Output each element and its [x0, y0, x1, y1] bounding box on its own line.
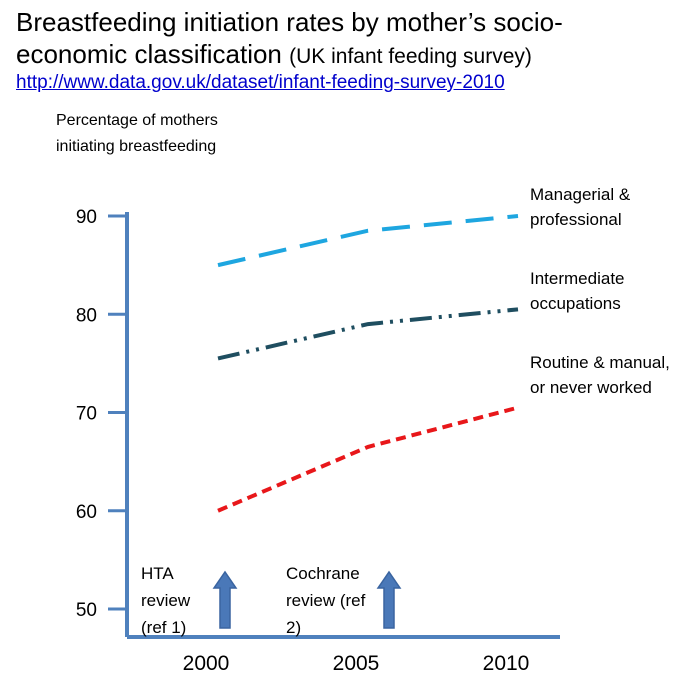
series-line-intermediate [217, 307, 519, 361]
chart-title: Breastfeeding initiation rates by mother… [16, 6, 666, 73]
y-tick-label: 80 [76, 305, 97, 326]
x-tick-label: 2005 [333, 652, 380, 675]
chart-title-sub: (UK infant feeding survey) [289, 45, 532, 68]
dataset-link[interactable]: http://www.data.gov.uk/dataset/infant-fe… [16, 72, 505, 93]
series-line-managerial [217, 214, 519, 268]
x-tick-label: 2010 [483, 652, 530, 675]
y-tick-label: 90 [76, 207, 97, 228]
x-tick-label: 2000 [183, 652, 230, 675]
y-tick-label: 70 [76, 404, 97, 425]
y-tick-label: 50 [76, 600, 97, 621]
y-tick-label: 60 [76, 502, 97, 523]
chart-title-main: Breastfeeding initiation rates by mother… [16, 7, 563, 69]
series-line-routine [217, 405, 519, 513]
cochrane-arrow-icon [376, 570, 402, 629]
y-axis-label: Percentage of mothers initiating breastf… [56, 112, 218, 155]
series-label-intermediate: Intermediate occupations [530, 269, 625, 313]
series-label-routine: Routine & manual, or never worked [530, 353, 670, 397]
annotation-hta-review: HTA review (ref 1) [141, 564, 191, 637]
hta-arrow-icon [212, 570, 238, 629]
annotation-cochrane-review: Cochrane review (ref 2) [286, 564, 366, 637]
series-label-managerial: Managerial & professional [530, 185, 631, 229]
